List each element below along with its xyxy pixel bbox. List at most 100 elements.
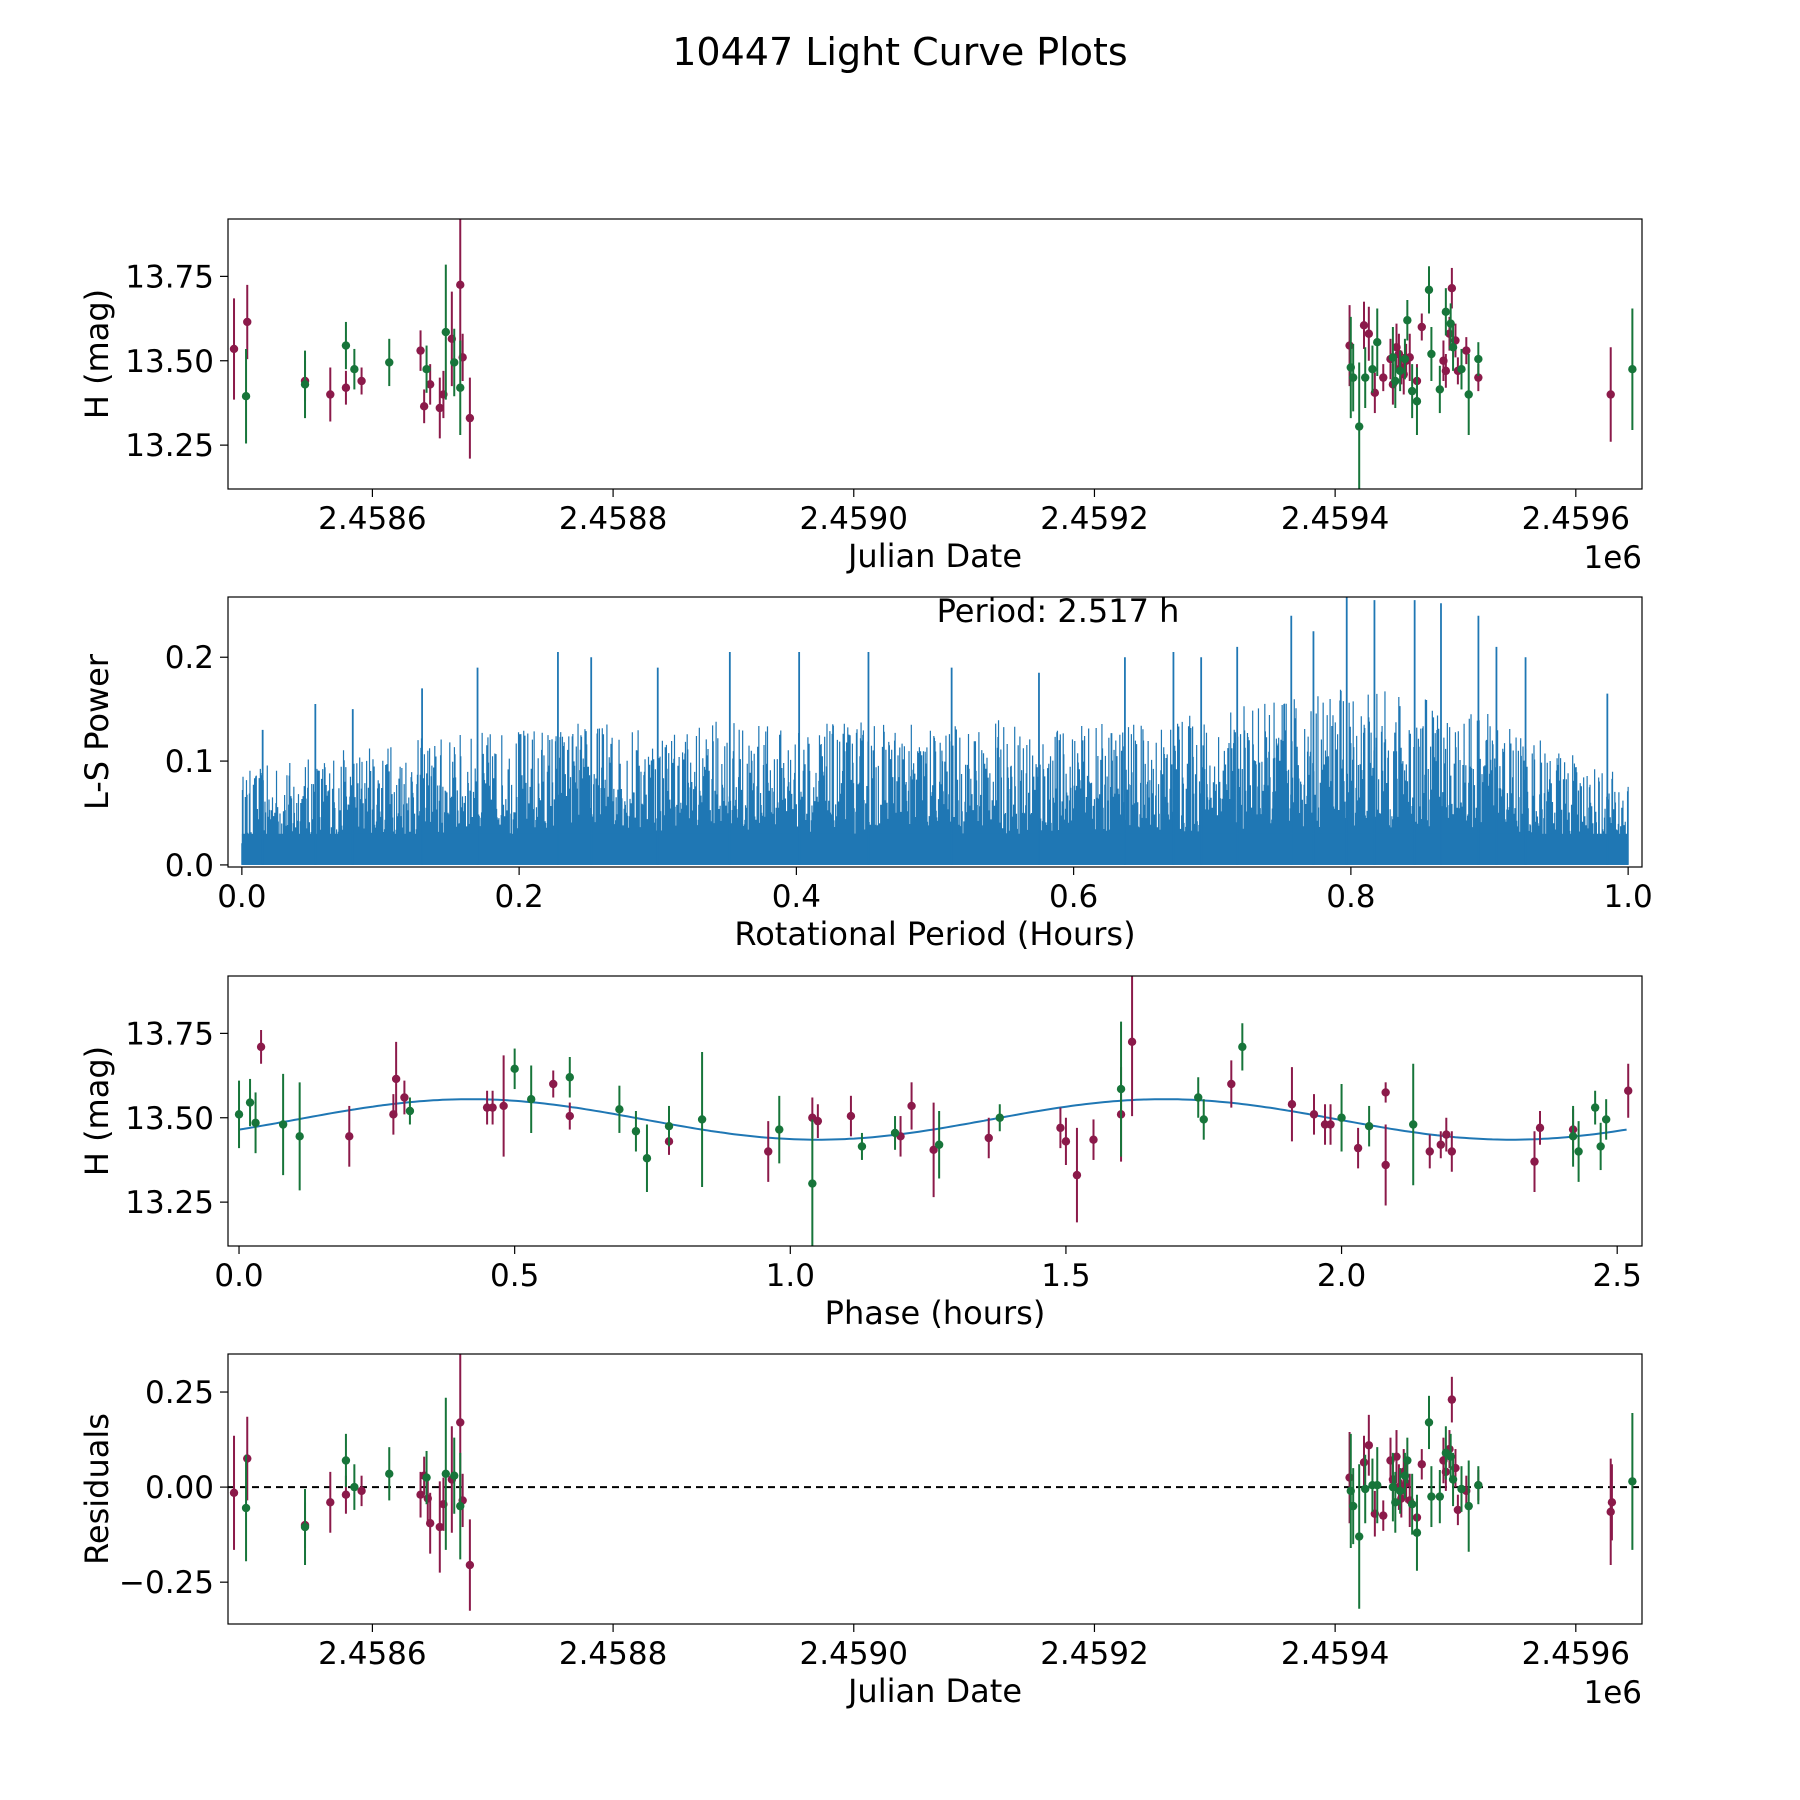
y-axis-label: H (mag) — [78, 289, 116, 419]
data-point-maroon — [345, 1132, 354, 1141]
data-point-maroon — [391, 1074, 401, 1084]
data-point-green — [1407, 386, 1417, 396]
x-tick-label: 0.6 — [1049, 879, 1098, 915]
data-point-green — [1407, 1500, 1417, 1509]
data-point-green — [422, 364, 431, 374]
x-tick-label: 2.4590 — [800, 1636, 908, 1672]
data-point-maroon — [256, 1042, 266, 1052]
x-tick-label: 2.4588 — [559, 1636, 667, 1672]
x-tick-label: 2.4594 — [1281, 501, 1389, 537]
data-point-green — [1391, 376, 1400, 386]
data-point-green — [245, 1098, 255, 1107]
data-point-maroon — [425, 380, 435, 389]
chart-residuals: 2.4586 2.4588 2.4590 2.4592 2.4594 2.4596 −0.2… — [78, 1353, 1643, 1711]
data-point-maroon — [341, 383, 351, 392]
data-point-green — [1391, 1498, 1400, 1507]
plot-area — [228, 1354, 1642, 1611]
data-point-maroon — [1353, 1143, 1363, 1153]
data-point-maroon — [1227, 1079, 1236, 1089]
data-point-green — [565, 1073, 574, 1082]
data-point-green — [441, 1469, 451, 1478]
x-tick-label: 0.0 — [214, 1258, 263, 1294]
data-point-maroon — [1381, 1160, 1390, 1170]
data-point-green — [1199, 1115, 1208, 1124]
x-tick-label: 0.2 — [494, 879, 543, 915]
x-tick-label: 1.5 — [1041, 1258, 1090, 1294]
data-point-green — [1361, 1484, 1370, 1494]
data-point-maroon — [435, 403, 444, 413]
data-point-green — [1628, 364, 1637, 374]
y-axis-label: L-S Power — [78, 653, 116, 810]
y-tick-label: 13.25 — [125, 428, 214, 464]
data-point-green — [1373, 337, 1382, 347]
data-point-green — [1628, 1477, 1637, 1486]
data-point-green — [1412, 1528, 1422, 1537]
plot-area — [234, 976, 1633, 1246]
data-point-green — [1574, 1147, 1583, 1156]
data-point-green — [422, 1473, 431, 1482]
data-point-green — [1427, 1492, 1436, 1501]
data-point-green — [1427, 349, 1436, 359]
data-point-green — [1596, 1142, 1605, 1151]
data-point-maroon — [357, 1486, 366, 1496]
y-tick-label: 13.75 — [125, 259, 214, 295]
y-axis-label: Residuals — [78, 1413, 116, 1565]
chart-light-curve: 2.4586 2.4588 2.4590 2.4592 2.4594 2.4596 13.2… — [78, 218, 1643, 576]
x-tick-label: 2.5 — [1593, 1258, 1642, 1294]
data-point-green — [1412, 397, 1422, 406]
data-point-maroon — [1462, 346, 1471, 355]
x-tick-label: 2.4596 — [1522, 1636, 1630, 1672]
x-tick-label: 2.4588 — [559, 501, 667, 537]
data-point-green — [697, 1115, 707, 1124]
data-point-maroon — [416, 1490, 425, 1499]
data-point-maroon — [1474, 373, 1483, 382]
data-point-green — [241, 391, 251, 401]
data-point-green — [450, 1471, 459, 1480]
y-tick-label: 13.50 — [125, 344, 214, 380]
data-point-green — [405, 1106, 415, 1116]
x-axis-label: Julian Date — [846, 537, 1022, 575]
x-tick-label: 1.0 — [1603, 879, 1652, 915]
x-tick-label: 0.0 — [217, 879, 266, 915]
axes-frame — [227, 1353, 1643, 1625]
data-point-green — [1457, 1484, 1466, 1494]
data-point-green — [1464, 1501, 1473, 1511]
data-point-maroon — [1359, 321, 1369, 330]
data-point-green — [1448, 1475, 1458, 1484]
y-tick-label: 13.75 — [125, 1016, 214, 1052]
data-point-green — [934, 1140, 944, 1149]
data-point-maroon — [1089, 1135, 1098, 1144]
data-point-green — [385, 1469, 394, 1478]
data-point-maroon — [456, 1418, 465, 1427]
data-point-maroon — [488, 1103, 497, 1112]
data-point-green — [1403, 316, 1412, 325]
data-point-maroon — [1436, 1140, 1445, 1149]
axes-frame — [227, 218, 1643, 490]
data-point-maroon — [813, 1116, 823, 1126]
data-point-green — [300, 1522, 310, 1532]
data-point-maroon — [1072, 1170, 1082, 1180]
data-point-green — [234, 1110, 244, 1119]
axes-frame — [227, 596, 1643, 868]
y-tick-label: 13.50 — [125, 1101, 214, 1137]
data-point-green — [1601, 1115, 1611, 1124]
x-tick-label: 0.4 — [772, 879, 821, 915]
data-point-maroon — [565, 1111, 574, 1121]
data-point-green — [1424, 285, 1434, 295]
data-point-green — [1238, 1042, 1247, 1052]
data-point-maroon — [243, 317, 252, 327]
y-tick-label: −0.25 — [119, 1565, 214, 1601]
data-point-green — [1395, 366, 1405, 376]
y-tick-label: 0.0 — [165, 848, 214, 884]
x-tick-label: 2.4586 — [318, 501, 426, 537]
data-point-maroon — [1309, 1110, 1319, 1119]
data-point-green — [341, 341, 351, 350]
data-point-maroon — [465, 1560, 475, 1570]
data-point-green — [1568, 1132, 1578, 1141]
chart-periodogram: Period: 2.517 h 0.0 0.2 0.4 0.6 0.8 1.0 0.0 0.1 0… — [78, 592, 1653, 953]
x-tick-label: 2.4592 — [1040, 1636, 1148, 1672]
data-point-maroon — [1364, 329, 1374, 338]
data-point-maroon — [1379, 1511, 1388, 1520]
data-point-maroon — [243, 1454, 252, 1463]
x-tick-label: 2.4586 — [318, 1636, 426, 1672]
